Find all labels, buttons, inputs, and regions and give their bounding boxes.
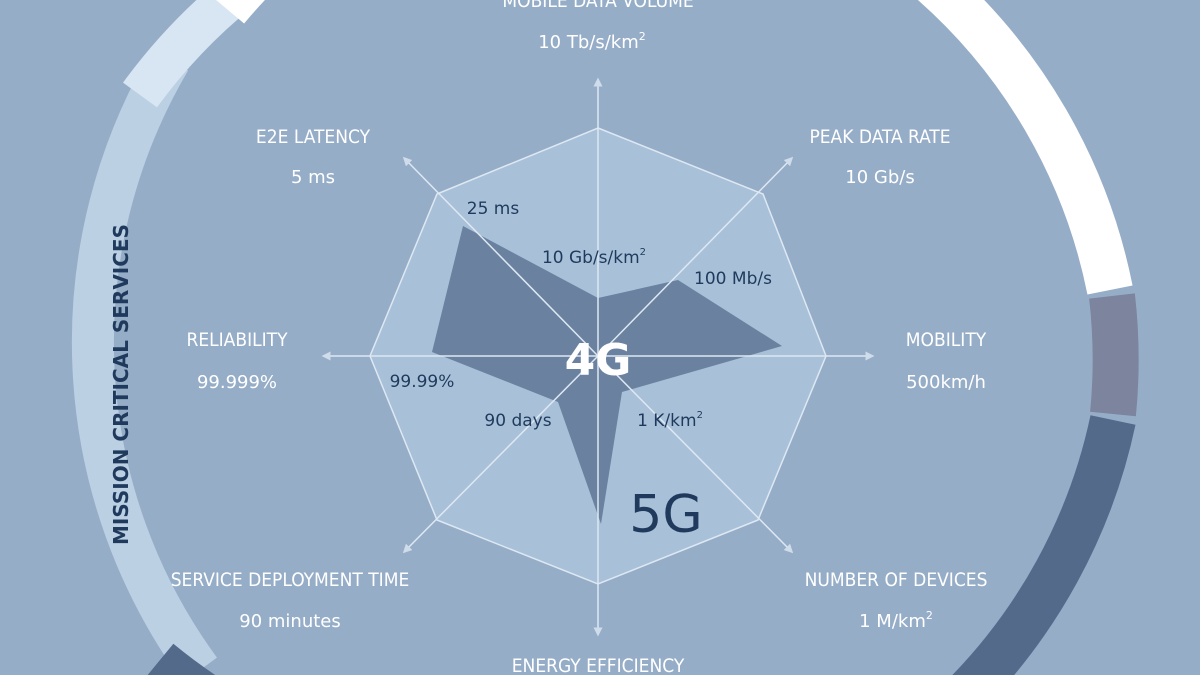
4g-current-polygon	[432, 226, 782, 524]
axes	[321, 77, 875, 637]
axis-title-reliability: RELIABILITY	[186, 329, 288, 351]
ring-segment-dark-right	[952, 415, 1136, 675]
axis-service-deployment-time	[402, 355, 599, 554]
axis-labels: MOBILE DATA VOLUME 10 Tb/s/km2 PEAK DATA…	[171, 0, 988, 675]
target-value-reliability: 99.999%	[197, 372, 277, 393]
ring-segment-white-right	[917, 0, 1133, 295]
axis-peak-data-rate	[597, 156, 794, 357]
ring-label: MISSION CRITICAL SERVICES	[109, 224, 133, 545]
axis-number-of-devices	[597, 355, 794, 554]
current-values: 10 Gb/s/km2 100 Mb/s 1 K/km2 90 days 99.…	[390, 199, 772, 431]
current-value-reliability: 99.99%	[390, 372, 455, 392]
ring-segment-dark-bottom-left	[147, 643, 216, 675]
target-value-number-of-devices: 1 M/km2	[859, 609, 933, 632]
axis-title-number-of-devices: NUMBER OF DEVICES	[805, 569, 988, 591]
ring-segment-white-small	[216, 0, 265, 24]
target-value-e2e-latency: 5 ms	[291, 167, 335, 188]
target-value-mobility: 500km/h	[906, 372, 986, 393]
current-value-peak-data-rate: 100 Mb/s	[694, 269, 772, 289]
target-value-mobile-data-volume: 10 Tb/s/km2	[538, 30, 646, 53]
axis-title-energy-efficiency: ENERGY EFFICIENCY	[512, 655, 685, 675]
axis-title-e2e-latency: E2E LATENCY	[256, 126, 371, 148]
axis-title-service-deployment-time: SERVICE DEPLOYMENT TIME	[171, 569, 410, 591]
axis-title-mobile-data-volume: MOBILE DATA VOLUME	[502, 0, 693, 12]
current-value-e2e-latency: 25 ms	[467, 199, 520, 219]
axis-title-peak-data-rate: PEAK DATA RATE	[809, 126, 950, 148]
target-value-peak-data-rate: 10 Gb/s	[845, 167, 914, 188]
target-value-service-deployment-time: 90 minutes	[239, 611, 341, 632]
ring-segment-grey-right	[1089, 293, 1139, 417]
outer-label-5g: 5G	[629, 485, 702, 545]
current-value-service-deployment-time: 90 days	[484, 411, 551, 431]
outer-ring	[71, 0, 1139, 675]
ring-segment-light-top	[123, 0, 254, 108]
ring-segment-mission-critical	[71, 49, 217, 675]
current-value-mobile-data-volume: 10 Gb/s/km2	[542, 247, 646, 268]
axis-e2e-latency	[402, 156, 599, 357]
axis-title-mobility: MOBILITY	[906, 329, 987, 351]
current-value-number-of-devices: 1 K/km2	[637, 410, 703, 431]
center-label-4g: 4G	[565, 335, 632, 386]
